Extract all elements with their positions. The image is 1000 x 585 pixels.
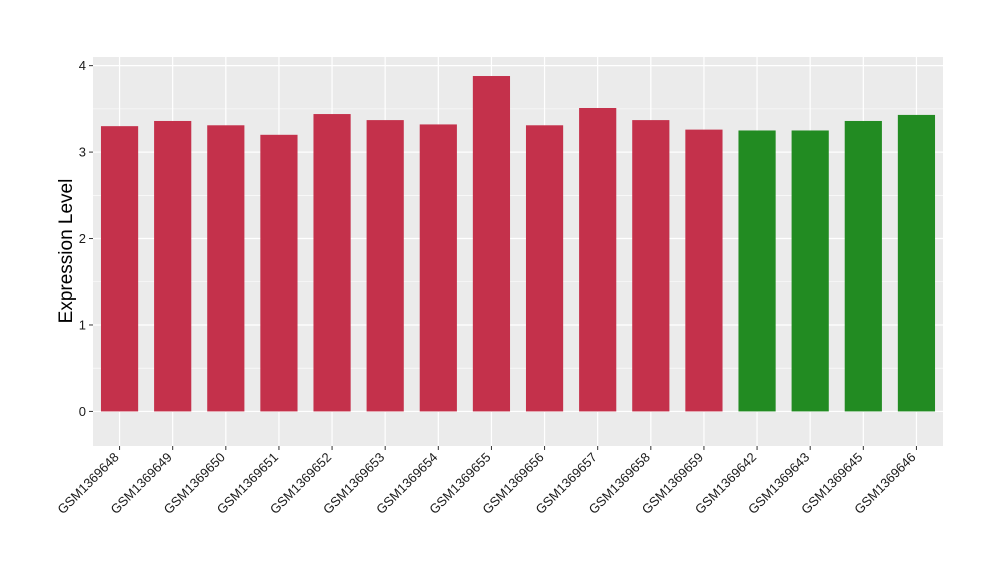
bar [419, 124, 457, 412]
bar [897, 114, 936, 412]
bar [579, 108, 617, 412]
y-axis: 0 1 2 3 4 [79, 58, 93, 419]
bars-group [100, 76, 936, 412]
bar [100, 126, 139, 412]
bar [791, 130, 829, 412]
x-axis: GSM1369648GSM1369649GSM1369650GSM1369651… [54, 446, 919, 517]
bar [685, 129, 723, 412]
y-tick-label: 1 [79, 317, 86, 332]
bar [844, 120, 882, 412]
bar [472, 76, 511, 412]
y-tick-label: 3 [79, 145, 86, 160]
bar [632, 120, 670, 412]
y-tick-label: 2 [79, 231, 86, 246]
bar [525, 125, 564, 412]
bar [154, 120, 192, 412]
y-tick-label: 0 [79, 404, 86, 419]
bar [738, 130, 776, 412]
bar [313, 114, 351, 412]
y-axis-title: Expression Level [56, 179, 77, 324]
bar [260, 134, 298, 412]
bar [366, 120, 404, 412]
bar [207, 125, 245, 412]
y-tick-label: 4 [79, 58, 86, 73]
